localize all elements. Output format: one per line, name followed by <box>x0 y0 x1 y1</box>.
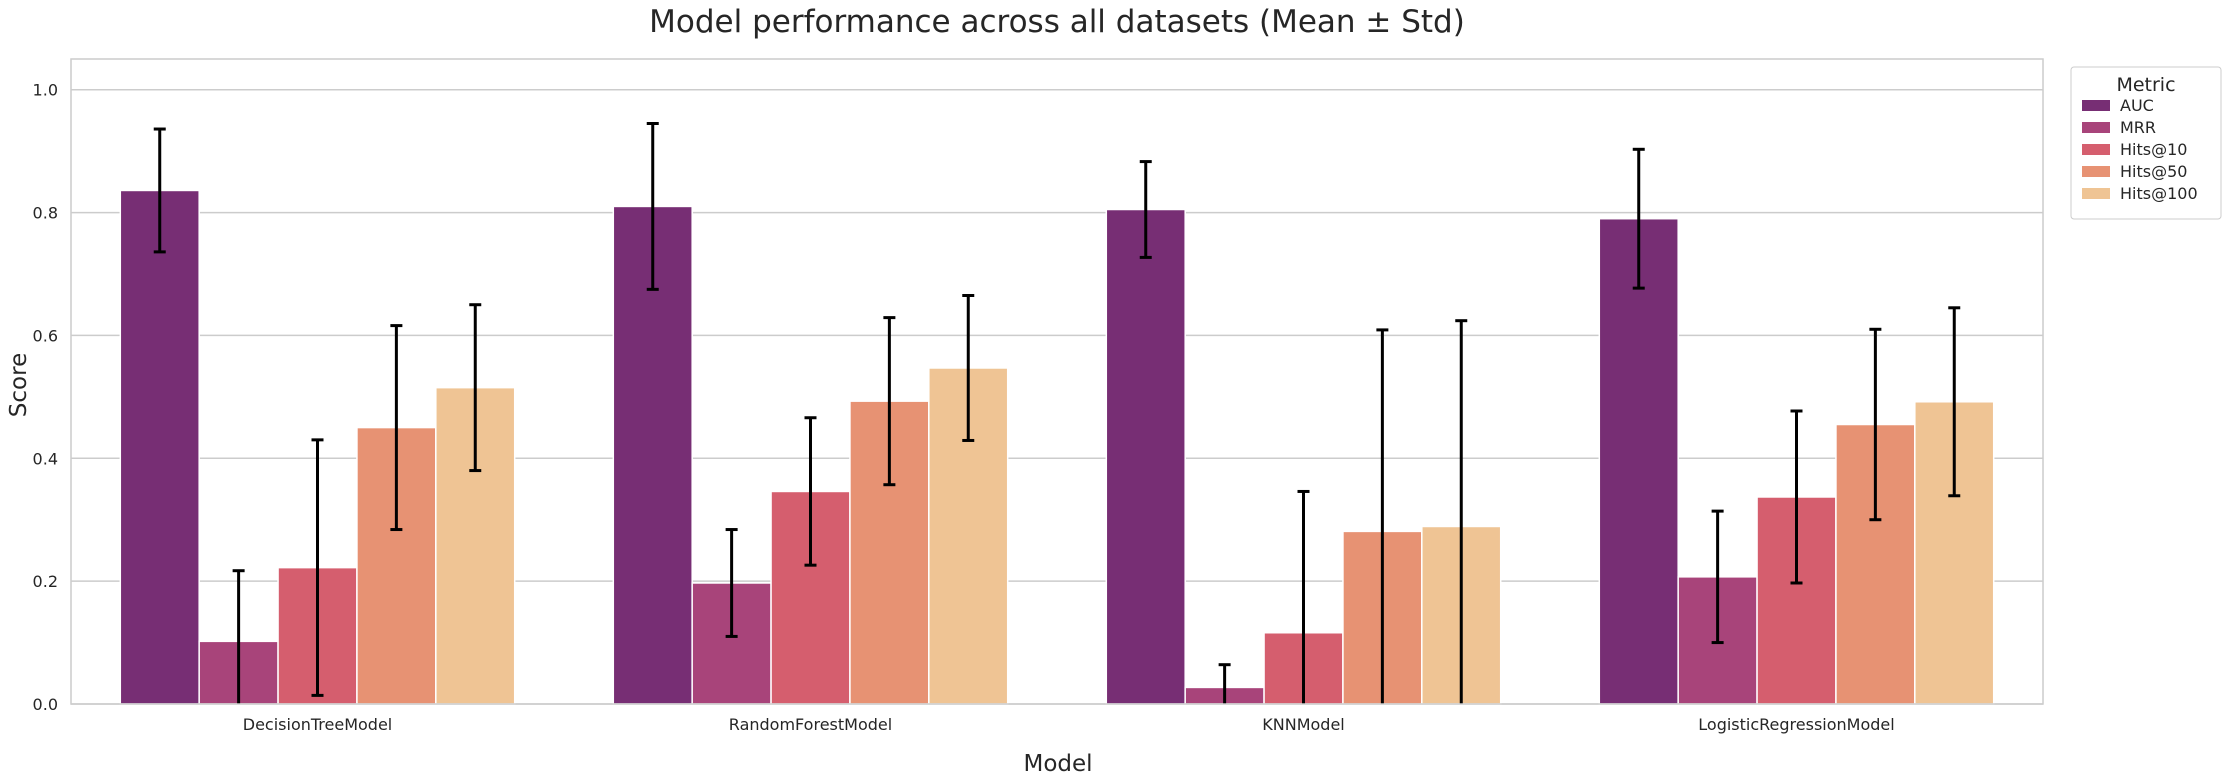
x-axis-label: Model <box>1023 751 1092 777</box>
bar <box>119 189 200 705</box>
x-tick-label: LogisticRegressionModel <box>1698 715 1894 734</box>
y-axis-label: Score <box>6 353 32 417</box>
legend-label: Hits@50 <box>2120 162 2187 181</box>
bars <box>119 189 1995 705</box>
bar <box>1598 217 1679 705</box>
y-tick-label: 0.6 <box>33 326 58 345</box>
y-tick-label: 0.4 <box>33 449 58 468</box>
legend-swatch <box>2082 122 2110 133</box>
legend-label: Hits@10 <box>2120 140 2187 159</box>
legend-swatch <box>2082 188 2110 199</box>
legend-swatch <box>2082 100 2110 111</box>
legend-label: MRR <box>2120 118 2156 137</box>
y-tick-label: 1.0 <box>33 81 58 100</box>
legend-swatch <box>2082 166 2110 177</box>
y-tick-label: 0.0 <box>33 695 58 714</box>
plot-frame <box>70 58 2044 705</box>
y-axis-ticks: 0.0 0.2 0.4 0.6 0.8 1.0 <box>33 81 58 714</box>
x-axis-ticks: DecisionTreeModel RandomForestModel KNNMod… <box>243 715 1895 734</box>
legend-label: Hits@100 <box>2120 184 2198 203</box>
legend-swatch <box>2082 144 2110 155</box>
y-tick-label: 0.2 <box>33 572 58 591</box>
x-tick-label: RandomForestModel <box>729 715 892 734</box>
legend-label: AUC <box>2120 96 2154 115</box>
chart-title: Model performance across all datasets (M… <box>649 4 1465 40</box>
legend: Metric AUC MRR Hits@10 Hits@50 Hits@100 <box>2070 66 2222 220</box>
legend-title: Metric <box>2116 74 2175 96</box>
x-tick-label: KNNModel <box>1262 715 1344 734</box>
x-tick-label: DecisionTreeModel <box>243 715 393 734</box>
bar <box>1105 208 1186 705</box>
y-tick-label: 0.8 <box>33 204 58 223</box>
error-bars <box>153 122 1961 704</box>
